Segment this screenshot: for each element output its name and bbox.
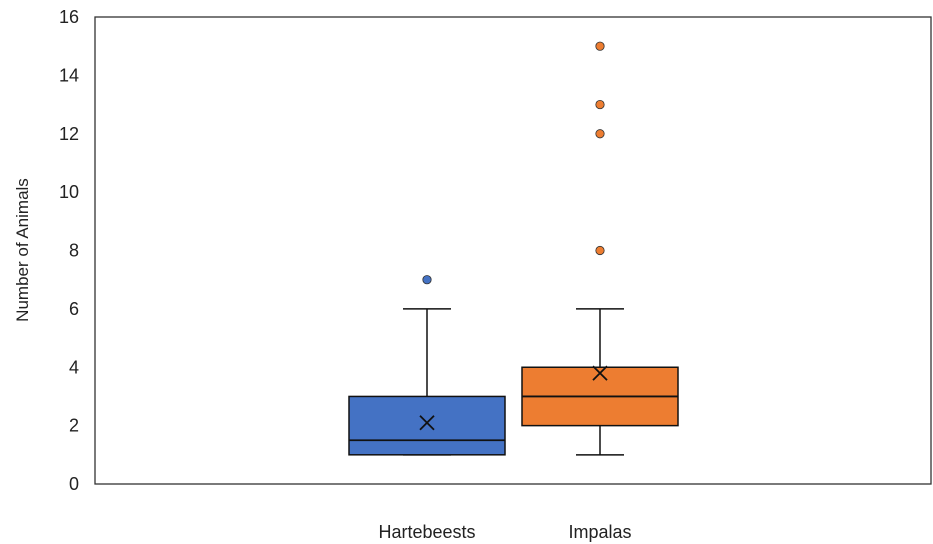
plot-frame <box>94 16 932 485</box>
y-tick-label: 4 <box>69 357 79 377</box>
y-tick-label: 12 <box>59 124 79 144</box>
box-hartebeests <box>348 275 506 456</box>
x-category-label: Impalas <box>568 522 631 542</box>
y-tick-label: 2 <box>69 416 79 436</box>
y-tick-label: 14 <box>59 65 79 85</box>
boxes-layer <box>348 41 679 456</box>
outlier-point <box>595 41 605 51</box>
box-impalas <box>521 41 679 456</box>
y-tick-label: 16 <box>59 7 79 27</box>
y-tick-label: 8 <box>69 241 79 261</box>
category-labels: Hartebeests Impalas <box>378 522 631 542</box>
outlier-point <box>422 275 432 285</box>
mean-marker <box>592 365 608 381</box>
y-tick-label: 0 <box>69 474 79 494</box>
outlier-point <box>595 245 605 256</box>
mean-marker <box>419 415 435 431</box>
x-category-label: Hartebeests <box>378 522 475 542</box>
y-tick-label: 6 <box>69 299 79 319</box>
outlier-point <box>595 99 605 110</box>
y-axis-title: Number of Animals <box>13 178 32 322</box>
iqr-box <box>348 395 506 456</box>
y-axis-ticks: 0 2 4 6 8 10 12 14 16 <box>59 7 79 494</box>
y-tick-label: 10 <box>59 182 79 202</box>
outlier-point <box>595 129 605 139</box>
